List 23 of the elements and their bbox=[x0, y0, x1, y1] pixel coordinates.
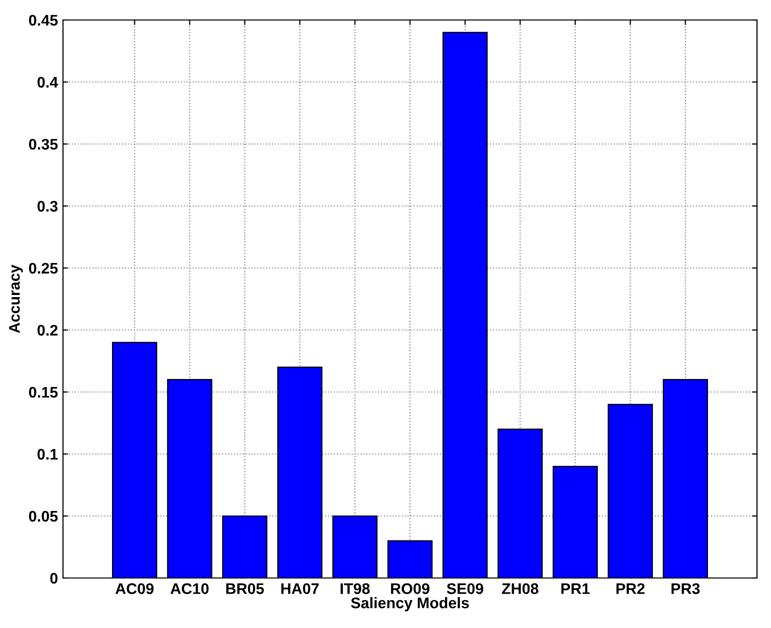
y-tick-label: 0.35 bbox=[29, 138, 58, 150]
x-tick-label: PR1 bbox=[561, 583, 590, 594]
x-tick-label: IT98 bbox=[340, 583, 370, 594]
y-tick-label: 0.4 bbox=[38, 76, 58, 88]
x-tick-label: ZH08 bbox=[502, 583, 538, 594]
x-tick-label: RO09 bbox=[391, 583, 430, 594]
y-tick-label: 0.15 bbox=[29, 386, 58, 398]
y-tick-label: 0.25 bbox=[29, 262, 58, 274]
y-tick-label: 0.2 bbox=[38, 324, 58, 336]
y-tick-label: 0.1 bbox=[38, 448, 58, 460]
x-tick-label: AC09 bbox=[115, 583, 154, 594]
y-tick-label: 0.05 bbox=[29, 510, 58, 522]
x-tick-label: HA07 bbox=[281, 583, 319, 594]
x-tick-label: PR2 bbox=[616, 583, 645, 594]
x-tick-label: BR05 bbox=[226, 583, 264, 594]
y-tick-label: 0.3 bbox=[38, 200, 58, 212]
y-tick-label: 0 bbox=[50, 572, 58, 584]
y-tick-label: 0.45 bbox=[29, 14, 58, 26]
y-axis-title: Accuracy bbox=[9, 264, 23, 334]
x-tick-label: SE09 bbox=[446, 583, 484, 594]
x-tick-label: AC10 bbox=[170, 583, 209, 594]
x-tick-label: PR3 bbox=[672, 583, 700, 594]
x-axis-title: Saliency Models bbox=[351, 597, 469, 612]
